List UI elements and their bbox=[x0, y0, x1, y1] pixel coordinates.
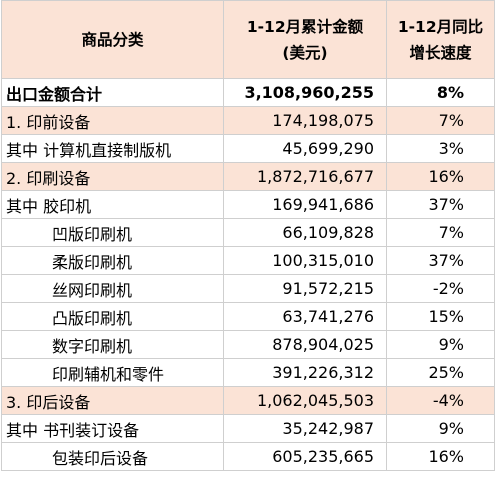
table-row: 丝网印刷机 91,572,215 -2% bbox=[1, 274, 495, 303]
header-row: 商品分类 1-12月累计金额 (美元) 1-12月同比 增长速度 bbox=[1, 0, 495, 79]
amount-cell: 605,235,665 bbox=[223, 442, 387, 471]
header-line: 1-12月累计金额 bbox=[246, 17, 364, 36]
table-header: 商品分类 1-12月累计金额 (美元) 1-12月同比 增长速度 bbox=[1, 0, 495, 79]
row-label: 其中 书刊装订设备 bbox=[1, 414, 224, 443]
column-header: 商品分类 bbox=[1, 0, 224, 79]
header-line: (美元) bbox=[282, 43, 328, 62]
row-label: 凸版印刷机 bbox=[1, 302, 224, 331]
table-row: 包装印后设备 605,235,665 16% bbox=[1, 442, 495, 471]
amount-cell: 878,904,025 bbox=[223, 330, 387, 359]
row-label: 出口金额合计 bbox=[1, 78, 224, 107]
table-row: 印刷辅机和零件 391,226,312 25% bbox=[1, 358, 495, 387]
row-label: 丝网印刷机 bbox=[1, 274, 224, 303]
amount-cell: 3,108,960,255 bbox=[223, 78, 387, 107]
column-header: 1-12月累计金额 (美元) bbox=[223, 0, 387, 79]
amount-cell: 35,242,987 bbox=[223, 414, 387, 443]
row-label: 1. 印前设备 bbox=[1, 106, 224, 135]
row-label: 柔版印刷机 bbox=[1, 246, 224, 275]
table-body: 出口金额合计 3,108,960,255 8% 1. 印前设备 174,198,075 7… bbox=[1, 78, 495, 471]
amount-cell: 1,872,716,677 bbox=[223, 162, 387, 191]
amount-cell: 169,941,686 bbox=[223, 190, 387, 219]
table-row: 3. 印后设备 1,062,045,503 -4% bbox=[1, 386, 495, 415]
table-row: 其中 书刊装订设备 35,242,987 9% bbox=[1, 414, 495, 443]
header-line: 商品分类 bbox=[81, 30, 144, 49]
row-label: 2. 印刷设备 bbox=[1, 162, 224, 191]
table-row: 其中 胶印机 169,941,686 37% bbox=[1, 190, 495, 219]
table-row: 其中 计算机直接制版机 45,699,290 3% bbox=[1, 134, 495, 163]
amount-cell: 45,699,290 bbox=[223, 134, 387, 163]
growth-cell: 15% bbox=[386, 302, 495, 331]
growth-cell: 7% bbox=[386, 218, 495, 247]
table-row: 2. 印刷设备 1,872,716,677 16% bbox=[1, 162, 495, 191]
amount-cell: 1,062,045,503 bbox=[223, 386, 387, 415]
row-label: 其中 胶印机 bbox=[1, 190, 224, 219]
growth-cell: 3% bbox=[386, 134, 495, 163]
row-label: 数字印刷机 bbox=[1, 330, 224, 359]
growth-cell: 8% bbox=[386, 78, 495, 107]
growth-cell: 16% bbox=[386, 442, 495, 471]
amount-cell: 63,741,276 bbox=[223, 302, 387, 331]
growth-cell: 16% bbox=[386, 162, 495, 191]
amount-cell: 100,315,010 bbox=[223, 246, 387, 275]
amount-cell: 391,226,312 bbox=[223, 358, 387, 387]
table-row: 柔版印刷机 100,315,010 37% bbox=[1, 246, 495, 275]
header-line: 增长速度 bbox=[409, 43, 472, 62]
amount-cell: 91,572,215 bbox=[223, 274, 387, 303]
growth-cell: 25% bbox=[386, 358, 495, 387]
row-label: 印刷辅机和零件 bbox=[1, 358, 224, 387]
growth-cell: -4% bbox=[386, 386, 495, 415]
growth-cell: 7% bbox=[386, 106, 495, 135]
row-label: 包装印后设备 bbox=[1, 442, 224, 471]
table-row: 出口金额合计 3,108,960,255 8% bbox=[1, 78, 495, 107]
growth-cell: 9% bbox=[386, 330, 495, 359]
amount-cell: 174,198,075 bbox=[223, 106, 387, 135]
row-label: 3. 印后设备 bbox=[1, 386, 224, 415]
header-line: 1-12月同比 bbox=[397, 17, 484, 36]
table-row: 凹版印刷机 66,109,828 7% bbox=[1, 218, 495, 247]
row-label: 其中 计算机直接制版机 bbox=[1, 134, 224, 163]
row-label: 凹版印刷机 bbox=[1, 218, 224, 247]
table-row: 凸版印刷机 63,741,276 15% bbox=[1, 302, 495, 331]
growth-cell: -2% bbox=[386, 274, 495, 303]
growth-cell: 37% bbox=[386, 190, 495, 219]
table-row: 1. 印前设备 174,198,075 7% bbox=[1, 106, 495, 135]
growth-cell: 37% bbox=[386, 246, 495, 275]
growth-cell: 9% bbox=[386, 414, 495, 443]
column-header: 1-12月同比 增长速度 bbox=[386, 0, 495, 79]
amount-cell: 66,109,828 bbox=[223, 218, 387, 247]
table-row: 数字印刷机 878,904,025 9% bbox=[1, 330, 495, 359]
